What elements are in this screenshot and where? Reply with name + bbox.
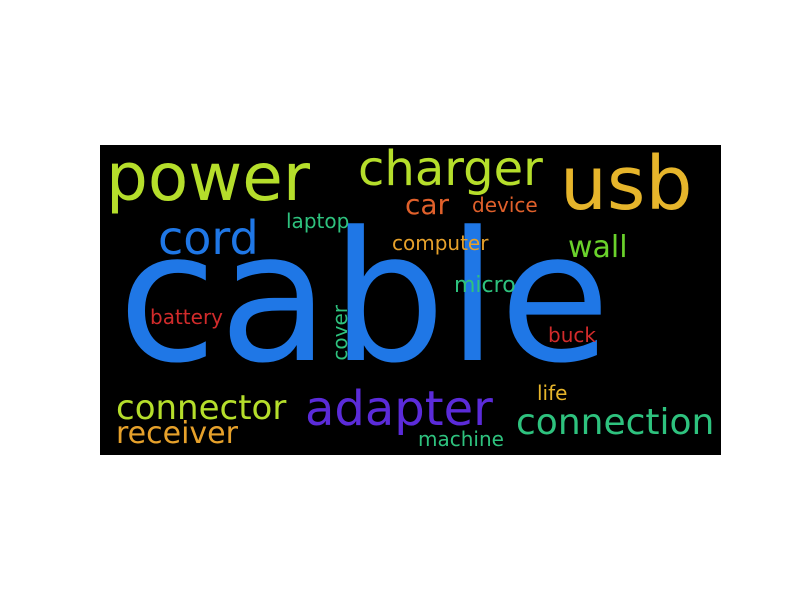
word-cover: cover [328, 305, 352, 361]
word-computer: computer [392, 231, 489, 255]
word-machine: machine [418, 427, 504, 451]
word-car: car [405, 188, 450, 221]
word-wall: wall [568, 230, 628, 265]
word-usb: usb [560, 145, 693, 227]
word-connection: connection [516, 402, 715, 443]
word-charger: charger [358, 145, 543, 197]
word-laptop: laptop [286, 209, 350, 233]
word-cloud: cable power usb charger cord car device … [100, 145, 721, 455]
word-receiver: receiver [116, 416, 238, 451]
word-life: life [537, 381, 568, 405]
word-connector: connector [116, 388, 287, 428]
word-power: power [106, 145, 310, 216]
word-cord: cord [158, 211, 259, 265]
word-micro: micro [454, 273, 516, 298]
word-device: device [472, 193, 538, 217]
word-adapter: adapter [305, 381, 493, 437]
word-battery: battery [150, 305, 223, 329]
word-buck: buck [548, 323, 596, 347]
word-cable: cable [118, 194, 613, 403]
